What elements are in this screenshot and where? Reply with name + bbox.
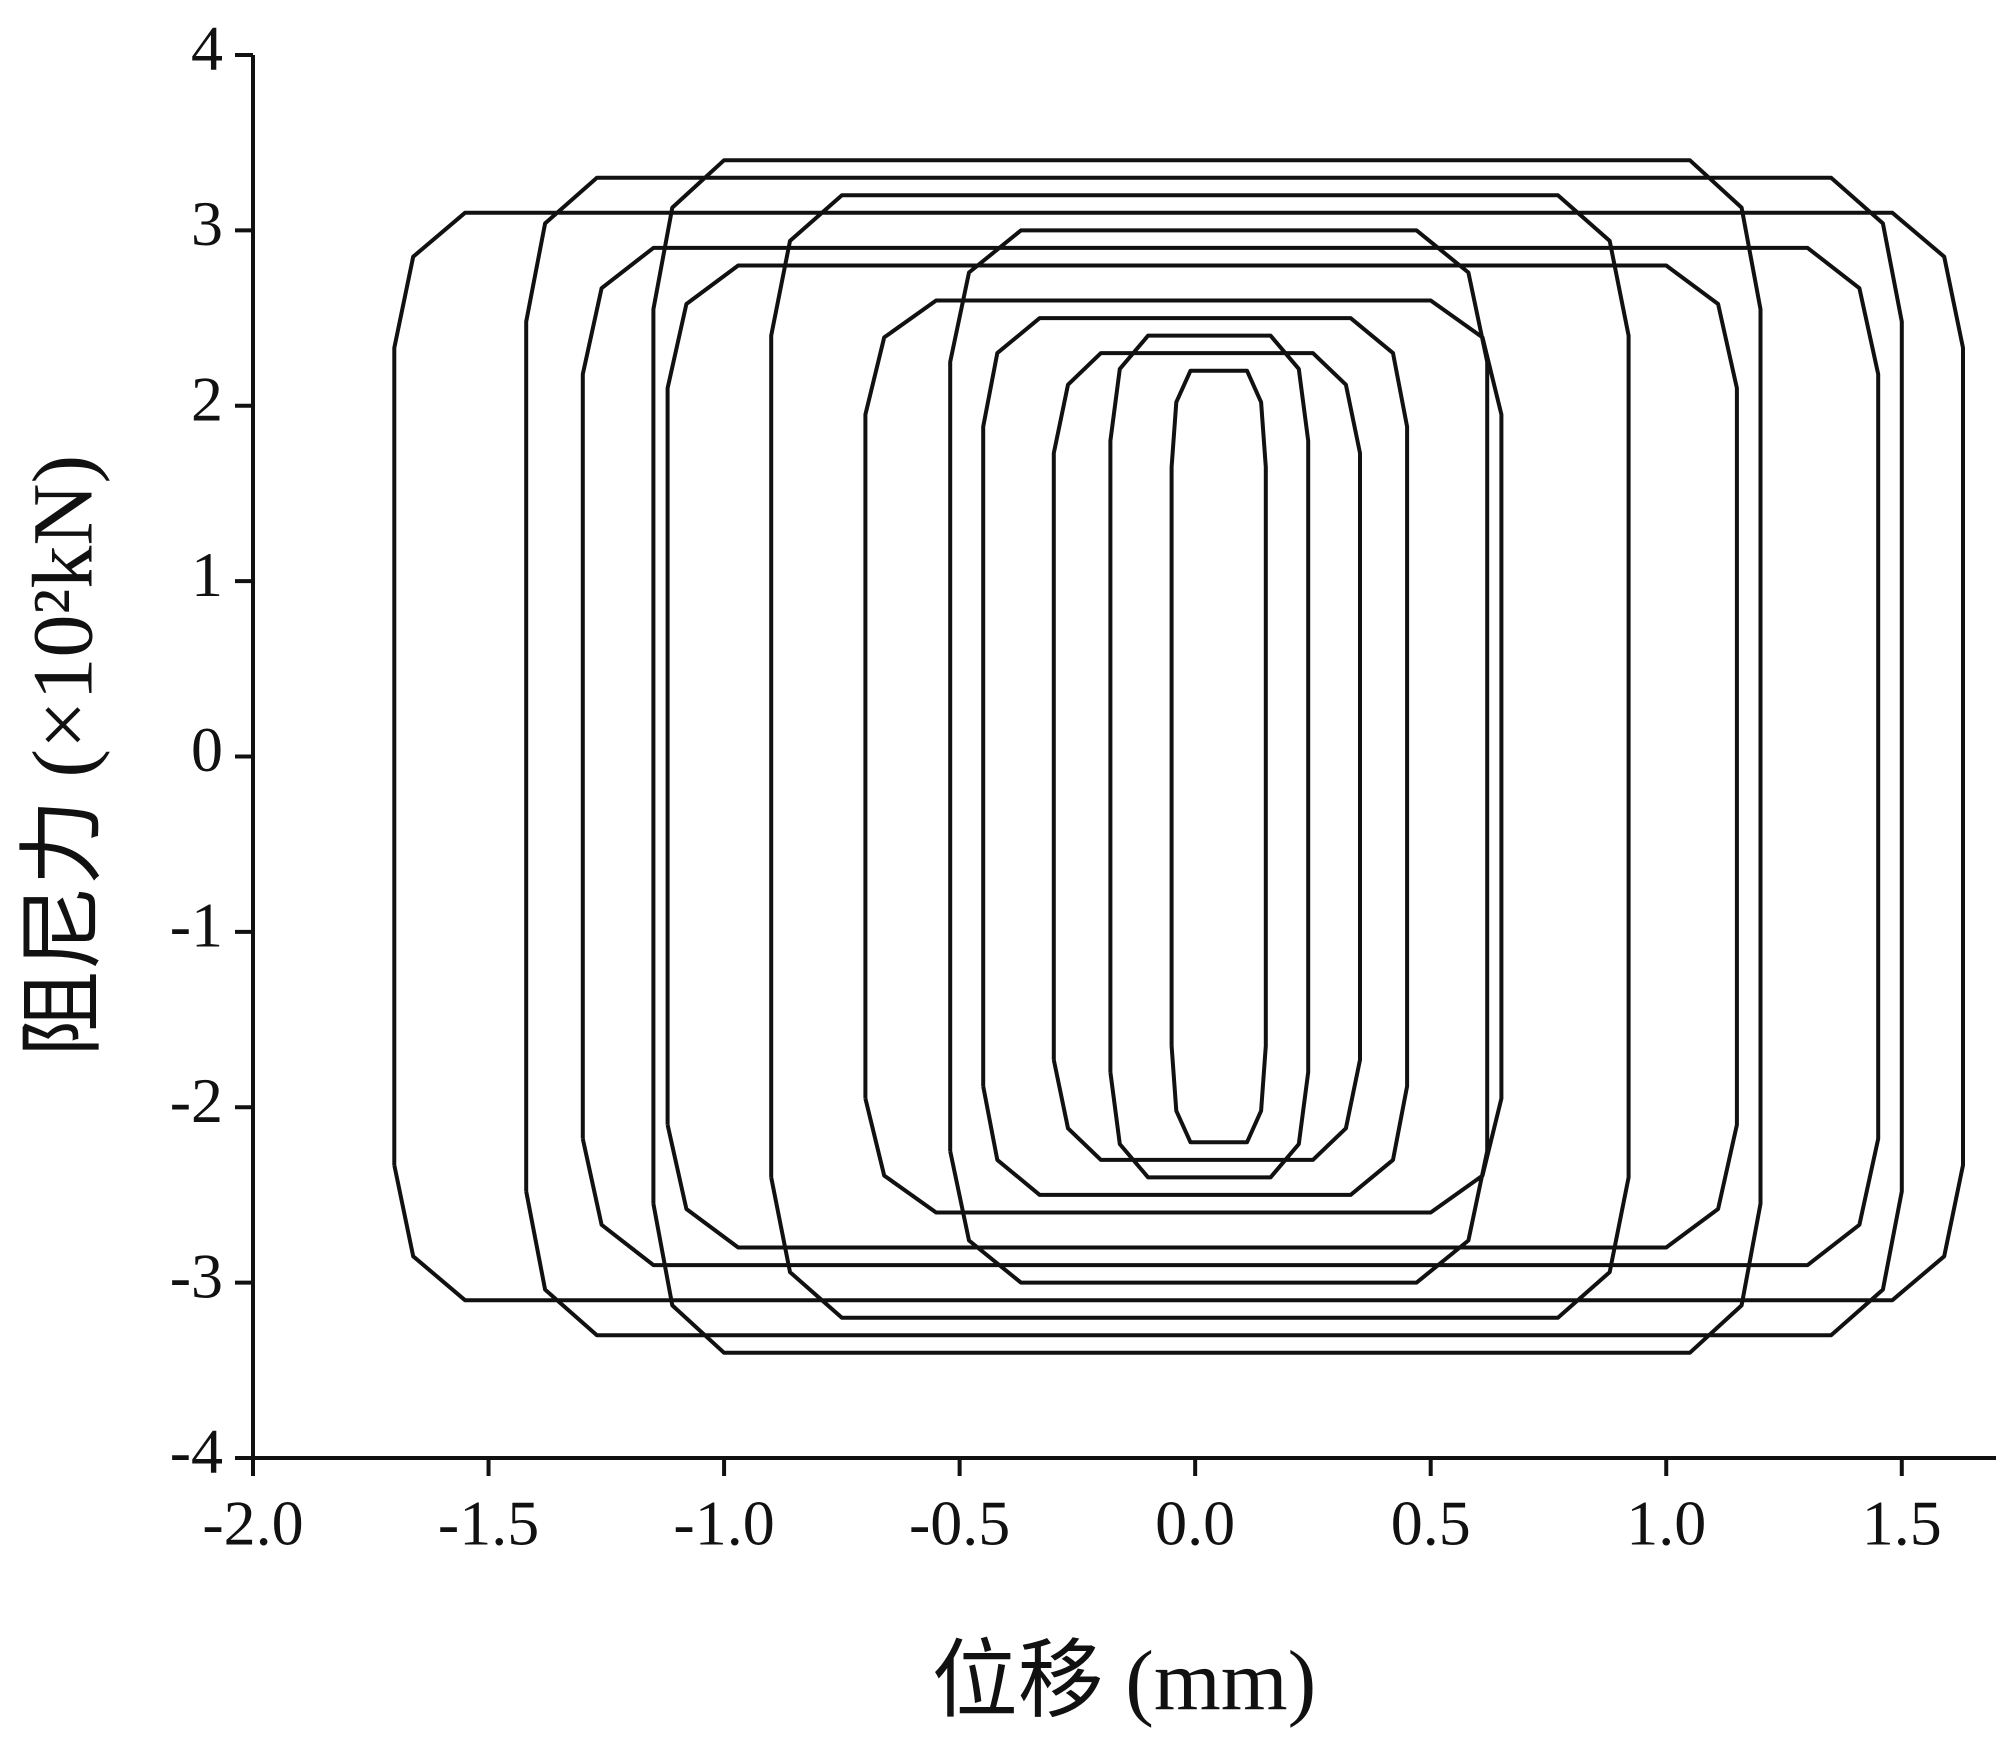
y-tick-label: 4 <box>191 13 223 84</box>
y-tick-label: -2 <box>170 1065 223 1136</box>
y-tick-label: -4 <box>170 1416 223 1487</box>
y-axis-title: 阻尼力 (×10²kN) <box>15 455 111 1057</box>
x-tick-label: -2.0 <box>202 1488 303 1559</box>
y-tick-label: 2 <box>191 363 223 434</box>
x-tick-label: 1.0 <box>1626 1488 1706 1559</box>
x-tick-label: 1.5 <box>1862 1488 1942 1559</box>
y-tick-label: 3 <box>191 188 223 259</box>
hysteresis-curve <box>392 158 1965 1355</box>
y-tick-label: 0 <box>191 714 223 785</box>
x-tick-label: -1.0 <box>673 1488 774 1559</box>
x-tick-label: 0.0 <box>1155 1488 1235 1559</box>
x-axis-title: 位移 (mm) <box>932 1633 1317 1729</box>
y-tick-label: -1 <box>170 890 223 961</box>
x-tick-label: -0.5 <box>909 1488 1010 1559</box>
x-tick-label: -1.5 <box>438 1488 539 1559</box>
y-tick-label: -3 <box>170 1240 223 1311</box>
y-tick-label: 1 <box>191 539 223 610</box>
x-tick-label: 0.5 <box>1391 1488 1471 1559</box>
